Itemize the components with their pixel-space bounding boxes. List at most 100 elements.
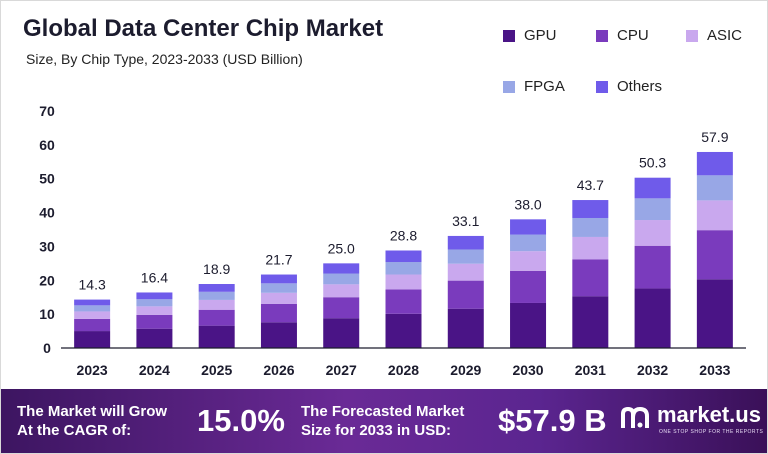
- y-tick-label: 60: [39, 137, 55, 153]
- bar-segment-asic: [74, 311, 111, 319]
- y-tick-label: 30: [39, 238, 55, 254]
- cagr-caption-line-2: At the CAGR of:: [17, 422, 132, 439]
- bar-segment-cpu: [260, 303, 297, 323]
- y-tick-label: 40: [39, 205, 55, 221]
- bar-segment-others: [510, 219, 547, 235]
- bar-segment-asic: [323, 284, 360, 298]
- bar-segment-gpu: [510, 302, 547, 348]
- legend-swatch-asic: [686, 29, 698, 42]
- bar-segment-fpga: [323, 273, 360, 285]
- forecast-value: $57.9 B: [498, 403, 607, 438]
- footer-banner: The Market will Grow At the CAGR of: 15.…: [1, 389, 767, 453]
- bar-segment-asic: [260, 292, 297, 304]
- bar-total-label: 43.7: [577, 177, 604, 193]
- bar-segment-fpga: [198, 291, 235, 300]
- chart-subtitle: Size, By Chip Type, 2023-2033 (USD Billi…: [26, 51, 303, 67]
- bar-total-label: 57.9: [701, 129, 728, 145]
- forecast-caption-line-2: Size for 2033 in USD:: [301, 422, 452, 439]
- bar-segment-gpu: [572, 296, 609, 348]
- y-tick-label: 0: [43, 340, 51, 356]
- bar-segment-cpu: [510, 270, 547, 303]
- bar-segment-others: [696, 151, 733, 176]
- bar-segment-asic: [136, 306, 173, 315]
- x-tick-label: 2025: [201, 362, 232, 378]
- bar-segment-gpu: [385, 313, 422, 348]
- bar-total-label: 16.4: [141, 269, 168, 285]
- x-tick-label: 2024: [139, 362, 170, 378]
- bar-total-label: 28.8: [390, 227, 417, 243]
- bar-segment-others: [572, 200, 609, 218]
- legend-item-others: Others: [596, 78, 662, 95]
- x-tick-label: 2031: [575, 362, 606, 378]
- bar-segment-cpu: [74, 318, 111, 332]
- legend-swatch-fpga: [503, 80, 515, 93]
- bar-segment-fpga: [696, 175, 733, 201]
- bar-segment-gpu: [74, 331, 111, 348]
- x-tick-label: 2032: [637, 362, 668, 378]
- bar-segment-gpu: [634, 288, 671, 348]
- bar-segment-cpu: [696, 230, 733, 280]
- x-tick-label: 2027: [326, 362, 357, 378]
- legend-swatch-gpu: [503, 29, 515, 42]
- bar-segment-cpu: [323, 297, 360, 319]
- bar-total-label: 38.0: [514, 196, 541, 212]
- x-tick-label: 2026: [263, 362, 294, 378]
- bar-segment-fpga: [447, 249, 484, 264]
- bar-segment-others: [74, 299, 111, 306]
- bar-segment-cpu: [634, 245, 671, 289]
- bar-segment-cpu: [572, 259, 609, 297]
- legend-label-others: Others: [617, 78, 663, 95]
- bar-segment-cpu: [198, 309, 235, 326]
- bar-segment-asic: [447, 263, 484, 281]
- bar-total-label: 50.3: [639, 155, 666, 171]
- y-tick-label: 70: [39, 103, 55, 119]
- bar-segment-gpu: [136, 328, 173, 348]
- y-tick-label: 50: [39, 171, 55, 187]
- bar-segment-gpu: [323, 318, 360, 348]
- bar-segment-gpu: [447, 308, 484, 348]
- bar-segment-fpga: [260, 283, 297, 293]
- legend-item-cpu: CPU: [596, 27, 649, 44]
- bar-segment-others: [198, 284, 235, 292]
- bar-total-label: 25.0: [328, 240, 355, 256]
- legend-label-gpu: GPU: [524, 27, 557, 44]
- bar-segment-others: [634, 177, 671, 199]
- bar-total-label: 33.1: [452, 213, 479, 229]
- chart-plot-area: 01020304050607014.3202316.4202418.920252…: [39, 103, 746, 378]
- forecast-caption-line-1: The Forecasted Market: [301, 403, 465, 420]
- bar-segment-others: [447, 235, 484, 250]
- legend-label-cpu: CPU: [617, 27, 649, 44]
- cagr-caption-line-1: The Market will Grow: [17, 403, 168, 420]
- bar-segment-fpga: [510, 234, 547, 252]
- legend-label-fpga: FPGA: [524, 78, 565, 95]
- legend-swatch-cpu: [596, 29, 608, 42]
- legend-item-asic: ASIC: [686, 27, 742, 44]
- bar-segment-gpu: [260, 322, 297, 348]
- bar-total-label: 14.3: [79, 277, 106, 293]
- bar-segment-gpu: [696, 279, 733, 348]
- x-tick-label: 2033: [699, 362, 730, 378]
- cagr-caption: The Market will Grow At the CAGR of:: [17, 402, 167, 440]
- bar-segment-others: [323, 263, 360, 274]
- x-tick-label: 2030: [512, 362, 543, 378]
- bar-segment-fpga: [634, 198, 671, 221]
- forecast-caption: The Forecasted Market Size for 2033 in U…: [301, 402, 464, 440]
- legend-item-gpu: GPU: [503, 27, 557, 44]
- market-us-logo-icon: [621, 406, 649, 428]
- bar-segment-gpu: [198, 325, 235, 348]
- chart-title: Global Data Center Chip Market: [23, 15, 384, 42]
- y-tick-label: 10: [39, 306, 55, 322]
- bar-segment-asic: [634, 220, 671, 246]
- bar-total-label: 18.9: [203, 261, 230, 277]
- bar-segment-others: [260, 274, 297, 284]
- brand-tagline: ONE STOP SHOP FOR THE REPORTS: [659, 429, 764, 435]
- bar-total-label: 21.7: [265, 252, 292, 268]
- bar-segment-asic: [510, 251, 547, 271]
- bar-segment-cpu: [385, 289, 422, 314]
- bar-segment-cpu: [447, 280, 484, 309]
- bar-segment-asic: [198, 299, 235, 310]
- bar-segment-others: [385, 250, 422, 263]
- bar-segment-fpga: [385, 262, 422, 275]
- legend-swatch-others: [596, 80, 608, 93]
